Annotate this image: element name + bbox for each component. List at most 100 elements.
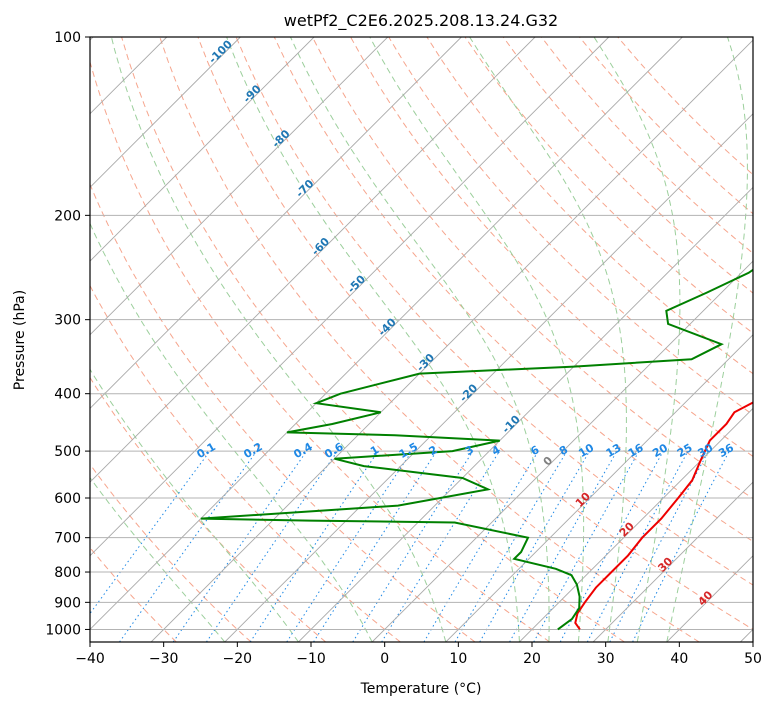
moist-adiabat xyxy=(593,37,681,642)
isotherm-line xyxy=(592,481,753,642)
moist-adiabat xyxy=(90,222,373,642)
isotherm-line xyxy=(298,186,753,642)
mixing-ratio-line xyxy=(509,450,618,642)
y-tick-label: 500 xyxy=(54,444,81,460)
chart-title: wetPf2_C2E6.2025.208.13.24.G32 xyxy=(284,11,558,31)
mixing-ratio-lines xyxy=(90,450,730,642)
x-tick-label: −30 xyxy=(149,651,179,667)
dry-adiabat xyxy=(541,37,753,254)
mixing-ratio-label: 6 xyxy=(528,443,541,458)
y-axis-ticks: 100 200 300 400 500 600 700 800 900 1000 xyxy=(45,30,90,638)
isotherm-line xyxy=(90,37,389,336)
dry-adiabat xyxy=(90,60,551,642)
isotherms xyxy=(90,37,753,642)
y-tick-label: 200 xyxy=(54,208,81,224)
isotherm-line xyxy=(150,39,753,642)
dry-adiabats xyxy=(90,37,753,642)
mixing-ratio-label: 13 xyxy=(604,441,624,460)
mixing-ratio-line xyxy=(423,450,539,642)
isotherm-line xyxy=(90,37,315,262)
moist-adiabat xyxy=(666,37,748,642)
mixing-ratio-line xyxy=(381,450,500,642)
mixing-ratio-label: 36 xyxy=(716,441,736,460)
isotherm-line xyxy=(90,37,536,483)
mixing-ratio-label: 30 xyxy=(695,441,715,460)
moist-adiabats xyxy=(90,37,748,642)
isotherm-label: -50 xyxy=(345,272,368,295)
x-axis-ticks: −40 −30 −20 −10 0 10 20 30 40 50 xyxy=(75,642,762,667)
moist-adiabat xyxy=(90,476,226,642)
dry-adiabat xyxy=(121,37,625,642)
pressure-gridlines xyxy=(90,37,753,630)
moist-adiabat xyxy=(469,37,627,642)
y-tick-label: 600 xyxy=(54,491,81,507)
dry-adiabat xyxy=(464,37,753,334)
x-tick-label: 20 xyxy=(523,651,541,667)
moist-adiabat xyxy=(290,37,550,642)
mixing-ratio-line xyxy=(352,450,474,642)
dry-adiabat xyxy=(617,37,753,176)
isotherm-label: -70 xyxy=(293,177,316,200)
x-tick-label: 40 xyxy=(670,651,688,667)
mixing-ratio-line xyxy=(249,450,379,642)
y-tick-label: 700 xyxy=(54,531,81,547)
isotherm-label: -30 xyxy=(414,351,437,374)
x-tick-label: 50 xyxy=(744,651,762,667)
mixing-ratio-label: 0.1 xyxy=(195,440,218,461)
y-tick-label: 400 xyxy=(54,387,81,403)
dry-adiabat xyxy=(502,37,753,294)
mixing-ratio-label: 4 xyxy=(490,443,503,458)
dry-adiabat xyxy=(90,284,401,642)
mixing-ratio-line xyxy=(119,450,258,642)
mixing-ratio-label: 20 xyxy=(650,441,670,460)
isotherm-label: 40 xyxy=(695,588,715,608)
y-tick-label: 100 xyxy=(54,30,81,46)
isotherm-line xyxy=(90,37,683,631)
mixing-ratio-label: 25 xyxy=(675,441,695,460)
y-tick-label: 900 xyxy=(54,595,81,611)
x-tick-label: −40 xyxy=(75,651,105,667)
isotherm-label: -90 xyxy=(241,82,264,105)
line-labels: -100-90-80-70-60-50-40-30-20-10010203040… xyxy=(195,37,737,608)
y-axis-label: Pressure (hPa) xyxy=(12,290,28,390)
isotherm-line xyxy=(90,37,241,189)
isotherm-label: -60 xyxy=(309,235,332,258)
moist-adiabat xyxy=(226,37,520,642)
mixing-ratio-line xyxy=(586,450,689,642)
dry-adiabat xyxy=(273,37,753,543)
dry-adiabat xyxy=(90,463,252,642)
isotherm-line xyxy=(224,113,753,642)
y-tick-label: 1000 xyxy=(45,622,81,638)
y-tick-label: 800 xyxy=(54,565,81,581)
isotherm-line xyxy=(90,37,462,410)
mixing-ratio-line xyxy=(559,450,664,642)
mixing-ratio-line xyxy=(172,450,308,642)
mixing-ratio-label: 0.4 xyxy=(291,440,315,461)
isotherm-label: -20 xyxy=(457,381,480,404)
x-axis-label: Temperature (°C) xyxy=(360,681,482,697)
mixing-ratio-line xyxy=(205,450,338,642)
isotherm-label: -80 xyxy=(269,127,292,150)
isotherm-label: -100 xyxy=(206,37,235,66)
mixing-ratio-line xyxy=(454,450,568,642)
mixing-ratio-label: 16 xyxy=(626,441,646,460)
isotherm-line xyxy=(519,407,753,642)
mixing-ratio-line xyxy=(313,450,438,642)
dry-adiabat xyxy=(311,37,753,500)
mixing-ratio-line xyxy=(286,450,413,642)
dry-adiabat xyxy=(197,37,753,630)
x-tick-label: −10 xyxy=(296,651,326,667)
dry-adiabat xyxy=(90,182,476,642)
isotherm-line xyxy=(90,37,610,557)
dry-adiabat xyxy=(235,37,753,586)
plot-frame xyxy=(89,36,754,643)
moist-adiabat xyxy=(110,37,447,642)
x-tick-label: 30 xyxy=(597,651,615,667)
isotherm-label: -10 xyxy=(500,412,523,435)
mixing-ratio-label: 1.5 xyxy=(397,440,420,461)
x-tick-label: 0 xyxy=(380,651,389,667)
dry-adiabat xyxy=(388,37,753,416)
isotherm-line xyxy=(666,555,753,642)
dewpoint-profile xyxy=(200,268,753,631)
